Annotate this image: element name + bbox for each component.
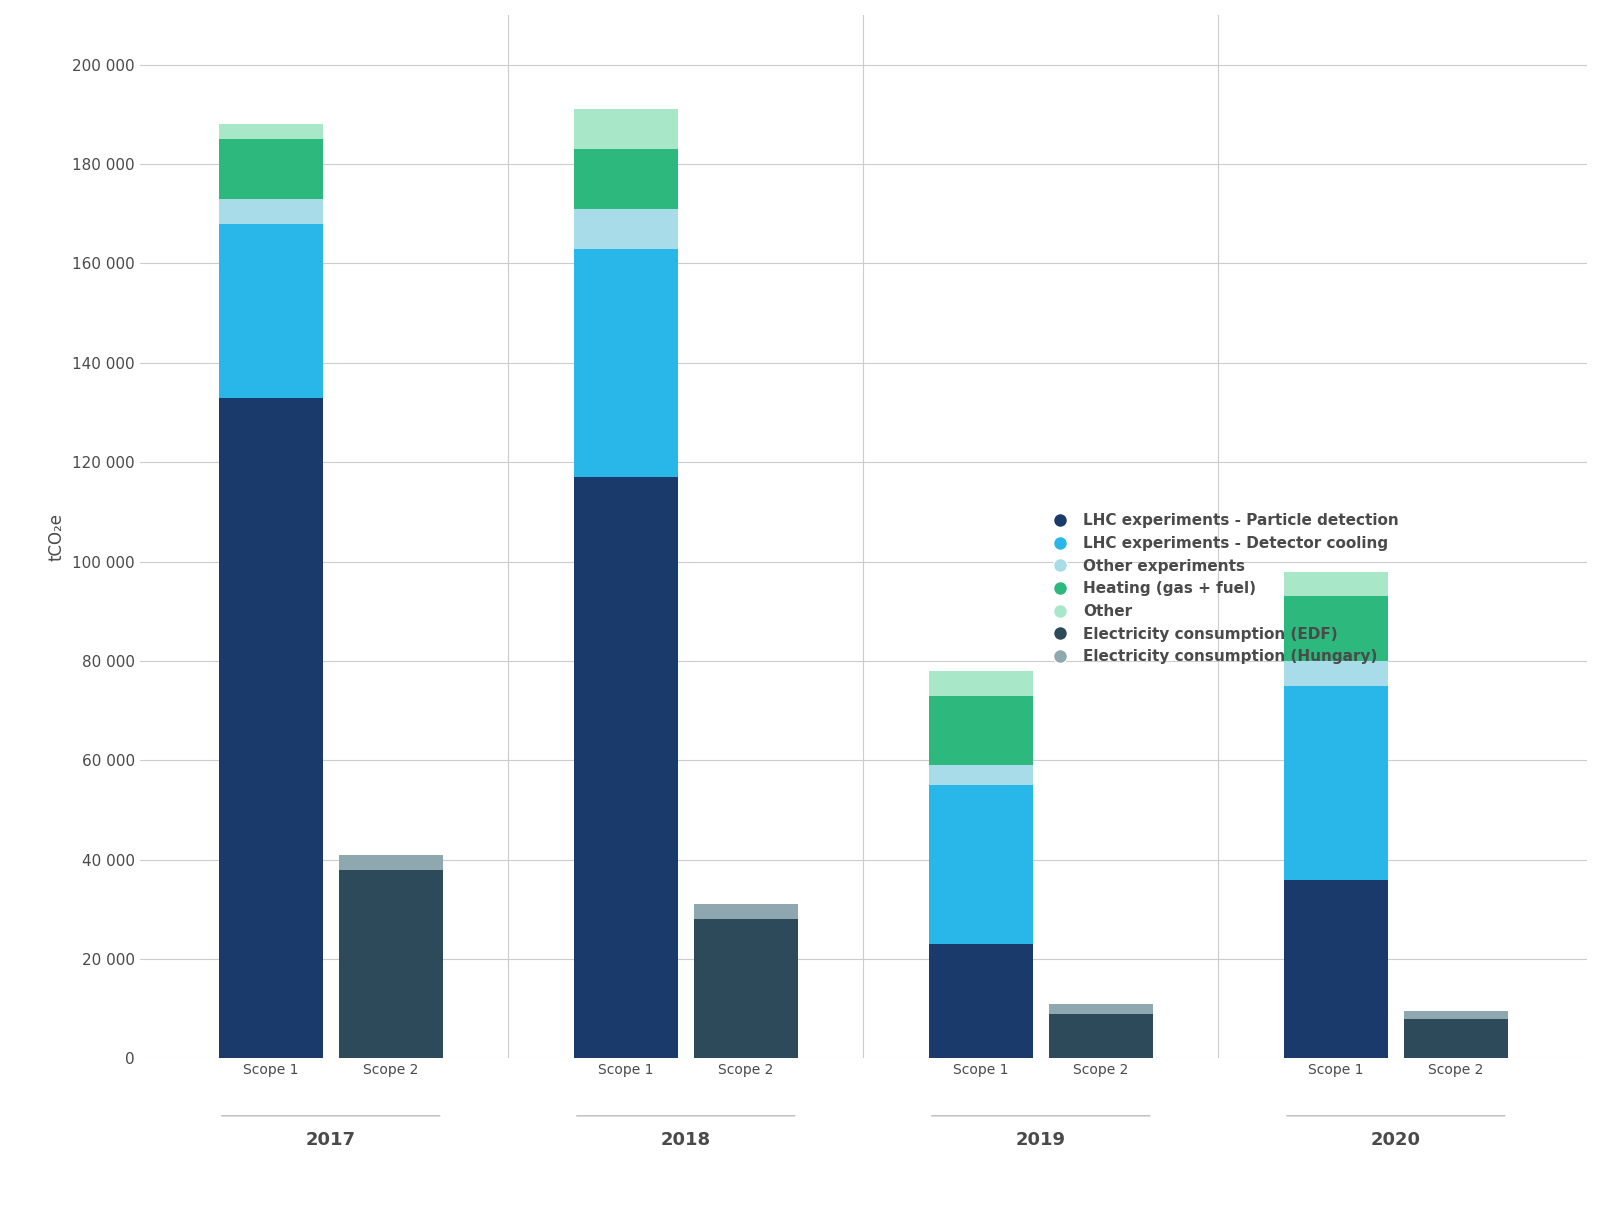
Bar — [340, 855, 442, 870]
Bar — [219, 139, 322, 199]
Bar — [574, 248, 678, 477]
Bar — [1049, 1013, 1153, 1058]
Bar — [574, 110, 678, 149]
Text: 2017: 2017 — [306, 1132, 356, 1150]
Bar — [574, 477, 678, 1058]
Bar — [1403, 1011, 1507, 1018]
Bar — [340, 870, 442, 1058]
Bar — [1283, 686, 1387, 879]
Bar — [219, 224, 322, 397]
Bar — [574, 208, 678, 248]
Text: 2018: 2018 — [660, 1132, 711, 1150]
Bar — [929, 695, 1033, 765]
Bar — [219, 124, 322, 139]
Bar — [219, 199, 322, 224]
Bar — [219, 397, 322, 1058]
Bar — [1283, 879, 1387, 1058]
Bar — [929, 671, 1033, 695]
Bar — [929, 944, 1033, 1058]
Text: 2019: 2019 — [1016, 1132, 1065, 1150]
Y-axis label: tCO₂e: tCO₂e — [46, 513, 66, 560]
Legend: LHC experiments - Particle detection, LHC experiments - Detector cooling, Other : LHC experiments - Particle detection, LH… — [1045, 514, 1399, 664]
Text: 2020: 2020 — [1371, 1132, 1421, 1150]
Bar — [1403, 1018, 1507, 1058]
Bar — [694, 905, 798, 920]
Bar — [929, 786, 1033, 944]
Bar — [1283, 571, 1387, 597]
Bar — [694, 920, 798, 1058]
Bar — [1283, 661, 1387, 686]
Bar — [1049, 1004, 1153, 1013]
Bar — [1283, 597, 1387, 661]
Bar — [929, 765, 1033, 786]
Bar — [574, 149, 678, 208]
